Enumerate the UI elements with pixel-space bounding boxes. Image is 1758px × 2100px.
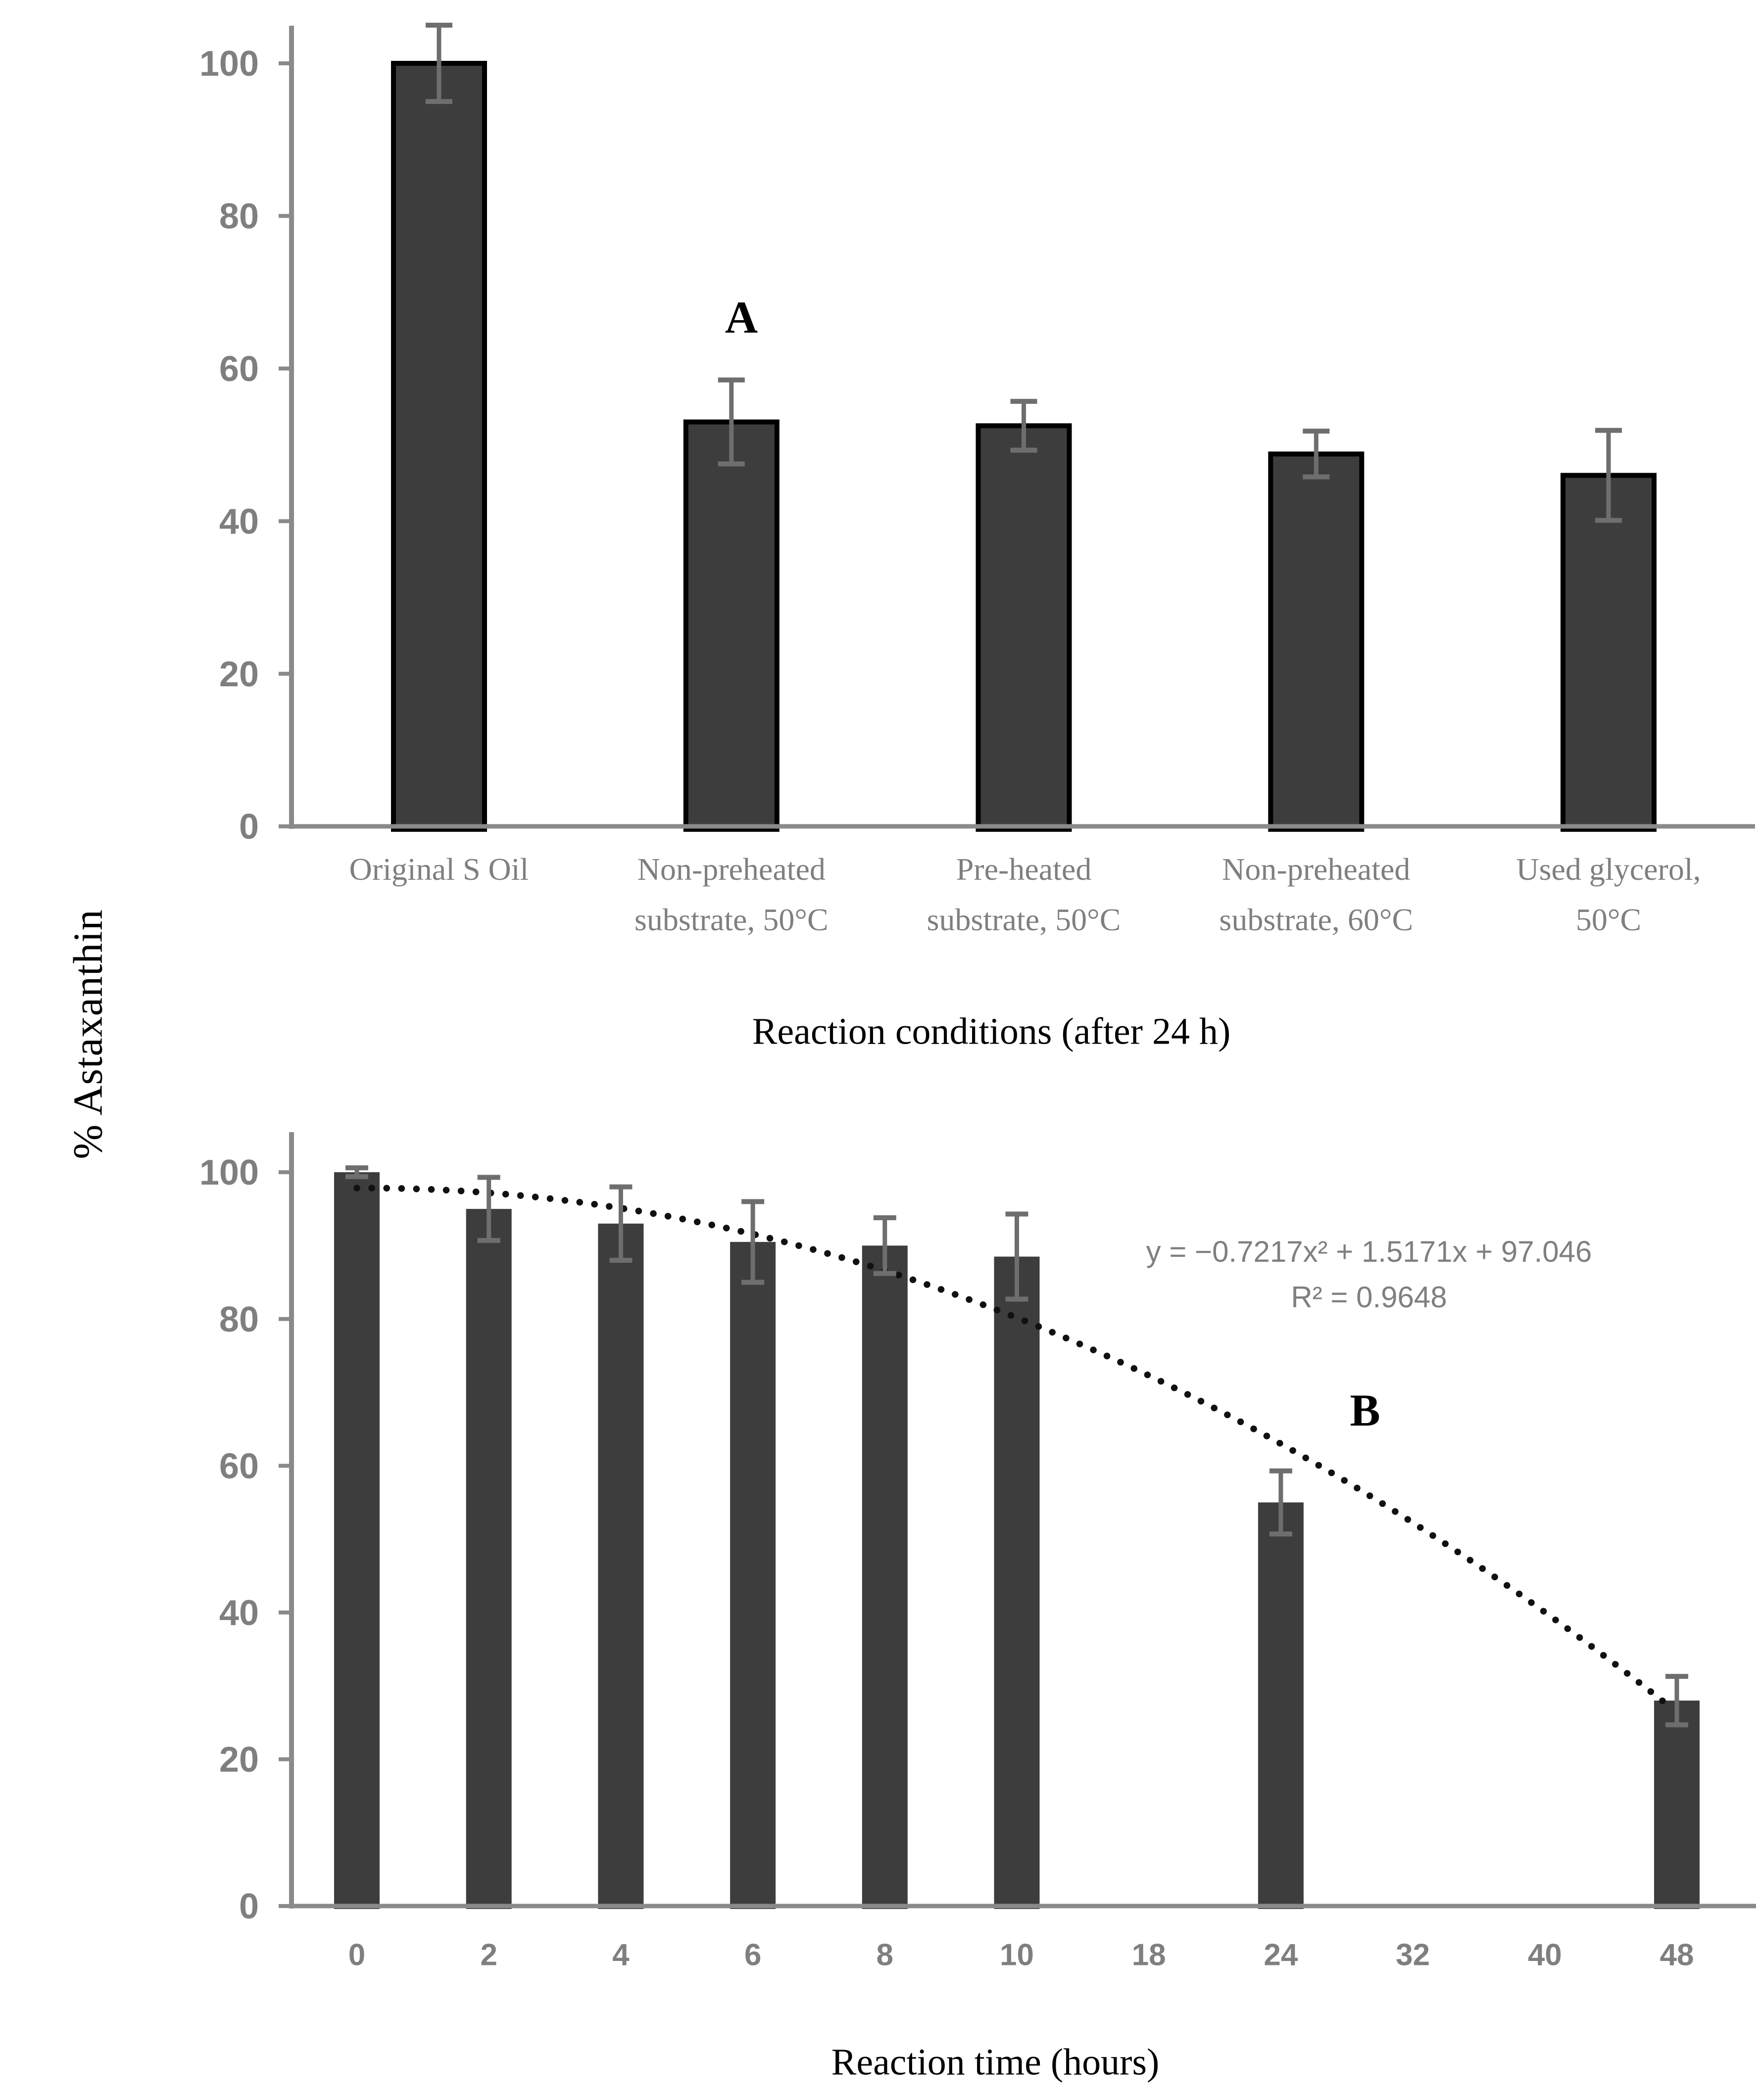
chart-b-x-tick-label: 10 xyxy=(1000,1938,1034,1972)
chart-a-y-tick-label: 0 xyxy=(239,807,259,847)
chart-b-bar xyxy=(994,1256,1040,1909)
panel-a-letter: A xyxy=(725,292,758,342)
chart-a-y-tick-label: 60 xyxy=(219,349,259,389)
chart-b-y-tick-label: 60 xyxy=(219,1446,259,1486)
chart-b-x-tick-label: 24 xyxy=(1264,1938,1298,1972)
chart-a-y-tick-label: 20 xyxy=(219,655,259,694)
chart-b-x-tick-label: 48 xyxy=(1660,1938,1694,1972)
chart-b-trendline-dotted xyxy=(353,1185,1674,1711)
chart-b-bar xyxy=(466,1209,512,1909)
chart-b-x-tick-label: 8 xyxy=(877,1938,893,1972)
chart-b-bar xyxy=(1654,1700,1700,1909)
panel-b-letter: B xyxy=(1350,1385,1380,1435)
chart-b-y-tick-label: 0 xyxy=(239,1887,259,1926)
trendline-equation-line2: R² = 0.9648 xyxy=(1291,1281,1447,1314)
chart-b-x-axis-title: Reaction time (hours) xyxy=(831,2041,1160,2083)
chart-a-category-label: Original S Oil xyxy=(349,852,529,887)
chart-b-x-tick-label: 2 xyxy=(480,1938,497,1972)
chart-a-y-tick-label: 40 xyxy=(219,502,259,541)
chart-b-x-tick-label: 4 xyxy=(612,1938,630,1972)
chart-a-bar xyxy=(1268,451,1365,832)
chart-a-y-tick-label: 80 xyxy=(219,197,259,237)
chart-a-category-label: Used glycerol, 50°C xyxy=(1516,852,1701,937)
chart-a-bar xyxy=(391,61,487,832)
chart-a-panel: 0 20 40 60 80 100 Original S Oil Non-preheated s… xyxy=(199,22,1755,937)
trendline-equation-line1: y = −0.7217x² + 1.5171x + 97.046 xyxy=(1146,1235,1592,1268)
chart-b-y-tick-label: 20 xyxy=(219,1740,259,1780)
chart-a-bar xyxy=(683,419,780,832)
chart-b-bar xyxy=(334,1172,380,1909)
chart-b-y-tick-label: 100 xyxy=(199,1153,259,1193)
chart-b-bar xyxy=(598,1223,644,1909)
chart-b-bar xyxy=(1258,1502,1304,1909)
chart-b-x-tick-label: 32 xyxy=(1396,1938,1430,1972)
chart-a-bar xyxy=(976,423,1072,832)
chart-b-x-tick-label: 40 xyxy=(1528,1938,1562,1972)
chart-b-x-tick-label: 6 xyxy=(744,1938,761,1972)
chart-b-bar xyxy=(862,1245,908,1909)
chart-b-x-tick-label: 0 xyxy=(348,1938,365,1972)
chart-a-bar xyxy=(1561,473,1657,832)
chart-b-y-tick-label: 40 xyxy=(219,1593,259,1633)
chart-a-category-label: Pre-heated substrate, 50°C xyxy=(927,852,1121,937)
chart-a-x-axis-title: Reaction conditions (after 24 h) xyxy=(752,1010,1231,1052)
chart-a-y-tick-label: 100 xyxy=(199,44,259,84)
chart-b-bar xyxy=(730,1241,776,1909)
chart-b-y-tick-label: 80 xyxy=(219,1300,259,1339)
trendline-equation-block: y = −0.7217x² + 1.5171x + 97.046 R² = 0.… xyxy=(1146,1229,1592,1320)
shared-y-axis-label: % Astaxanthin xyxy=(65,909,111,1159)
chart-b-x-tick-label: 18 xyxy=(1132,1938,1166,1972)
chart-a-category-label: Non-preheated substrate, 50°C xyxy=(635,852,829,937)
chart-a-category-label: Non-preheated substrate, 60°C xyxy=(1219,852,1413,937)
